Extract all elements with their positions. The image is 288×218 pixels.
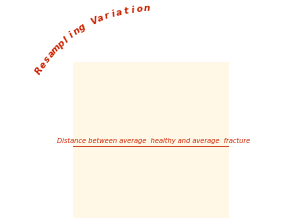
Text: p: p	[56, 39, 66, 50]
Text: g: g	[77, 22, 88, 33]
Text: m: m	[50, 43, 62, 56]
Point	[36, 145, 40, 148]
Text: Distance between average  healthy and average  fracture: Distance between average healthy and ave…	[58, 138, 251, 144]
Text: o: o	[136, 4, 143, 14]
Text: e: e	[38, 60, 49, 70]
Text: a: a	[115, 7, 124, 17]
Text: r: r	[103, 11, 110, 21]
Text: s: s	[42, 54, 52, 64]
Text: t: t	[123, 6, 129, 16]
Point	[262, 145, 266, 148]
Text: V: V	[89, 16, 99, 27]
Text: i: i	[110, 9, 116, 19]
Text: a: a	[96, 13, 105, 24]
Circle shape	[36, 25, 266, 218]
Text: a: a	[46, 49, 57, 59]
Text: i: i	[131, 5, 135, 15]
Text: R: R	[34, 65, 45, 76]
Circle shape	[7, 0, 288, 218]
Text: n: n	[143, 4, 150, 13]
Text: l: l	[62, 35, 70, 44]
Text: i: i	[67, 31, 75, 40]
Text: n: n	[71, 26, 82, 37]
